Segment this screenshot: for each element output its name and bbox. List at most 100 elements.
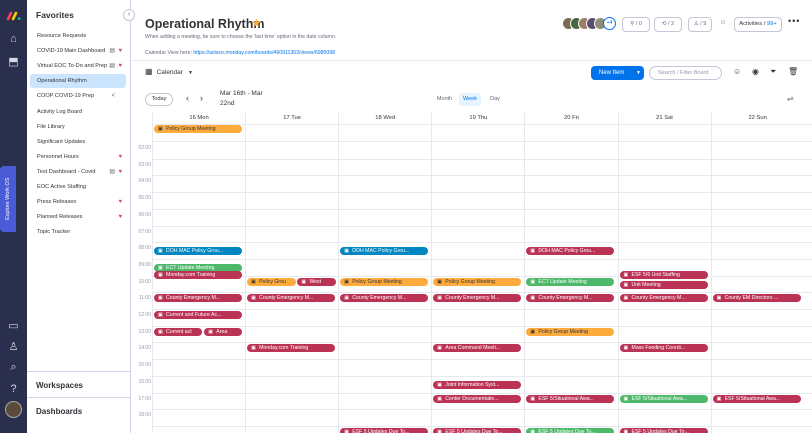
workspaces-section[interactable]: Workspaces bbox=[27, 371, 131, 397]
calendar-settings-icon[interactable]: ⇌ bbox=[787, 94, 794, 103]
integrate-button[interactable]: ⚲ / 0 bbox=[622, 17, 650, 32]
sidebar-item[interactable]: EOC Active Staffing bbox=[30, 180, 126, 194]
calendar-event[interactable]: ESF 5 Updates Due To... bbox=[526, 427, 615, 433]
calendar-event[interactable]: Unit Meeting bbox=[619, 280, 708, 289]
view-selector[interactable]: ▦ Calendar ▼ bbox=[145, 67, 193, 76]
members-icon: ♙ bbox=[693, 21, 699, 27]
avatar-count-badge[interactable]: +4 bbox=[603, 17, 616, 30]
calendar-event[interactable]: DOH MAC Policy Grou... bbox=[154, 247, 243, 256]
calendar-event[interactable]: Policy Group Meeting bbox=[340, 277, 429, 286]
members-button[interactable]: ♙ / 9 bbox=[688, 17, 712, 32]
calendar-event[interactable]: DOH MAC Policy Grou... bbox=[340, 247, 429, 256]
user-avatar[interactable] bbox=[5, 401, 22, 418]
home-icon[interactable]: ⌂ bbox=[10, 33, 17, 45]
dashboards-section[interactable]: Dashboards bbox=[27, 397, 131, 423]
person-filter-icon[interactable]: ☺ bbox=[733, 67, 742, 76]
calendar-event[interactable]: ESF 5/6 Unit Staffing bbox=[619, 270, 708, 279]
calendar-event[interactable]: County Emergency M... bbox=[154, 294, 243, 303]
calendar-event[interactable]: ECT Update Meeting bbox=[154, 263, 243, 272]
sidebar-item[interactable]: Topic Tracker bbox=[30, 225, 126, 239]
help-icon[interactable]: ? bbox=[10, 383, 17, 395]
search-icon[interactable]: ⌕ bbox=[10, 360, 17, 373]
calendar-event[interactable]: Policy Group Meeting bbox=[154, 125, 243, 133]
favorite-heart-icon[interactable]: ♥ bbox=[118, 153, 122, 160]
calendar-event[interactable]: County Emergency M... bbox=[247, 294, 336, 303]
prev-week-icon[interactable]: ‹ bbox=[186, 93, 189, 103]
calendar-event[interactable]: County Emergency M... bbox=[340, 294, 429, 303]
time-label: 17:00 bbox=[138, 395, 151, 402]
favorite-heart-icon[interactable]: ♥ bbox=[118, 214, 122, 221]
calendar-event[interactable]: Current and Future Ac... bbox=[154, 311, 243, 319]
calendar-event[interactable]: Joint Information Syst... bbox=[433, 380, 522, 389]
view-toggle-day[interactable]: Day bbox=[490, 96, 500, 102]
calendar-event[interactable]: ESF 5/Situational Awa... bbox=[619, 394, 708, 403]
sidebar-item[interactable]: Press Releases ♥ bbox=[30, 195, 126, 209]
hour-line bbox=[152, 192, 812, 194]
calendar-event[interactable]: County Emergency M... bbox=[526, 294, 615, 303]
explore-work-os-tab[interactable]: Explore Work OS bbox=[0, 166, 16, 232]
share-icon[interactable]: ⚇ bbox=[720, 20, 726, 26]
new-item-button[interactable]: New Item ▼ bbox=[591, 66, 644, 80]
filter-icon[interactable]: ⏷ bbox=[770, 67, 777, 76]
calendar-event[interactable]: Policy Group Meeting bbox=[433, 277, 522, 286]
next-week-icon[interactable]: › bbox=[200, 93, 203, 103]
monday-logo-icon[interactable] bbox=[3, 7, 24, 25]
favorite-heart-icon[interactable]: ♥ bbox=[118, 168, 122, 175]
sidebar-item[interactable]: Test Dashboard - Covid ▤ ♥ bbox=[30, 165, 126, 179]
favorite-heart-icon[interactable]: ♥ bbox=[118, 48, 122, 55]
sidebar-item[interactable]: COOP COVID-19 Prep < bbox=[30, 89, 126, 103]
calendar-event[interactable]: DOH MAC Policy Grou... bbox=[526, 247, 615, 256]
star-icon[interactable]: ★ bbox=[251, 16, 262, 30]
time-label: 02:00 bbox=[138, 145, 151, 151]
calendar-event[interactable]: Monday.com Training bbox=[154, 270, 243, 279]
eye-icon[interactable]: ◉ bbox=[752, 67, 759, 76]
day-header: 16 Mon bbox=[152, 113, 245, 124]
activities-button[interactable]: Activities / 99+ bbox=[734, 17, 782, 32]
search-filter-input[interactable]: Search / Filter Board bbox=[649, 66, 722, 80]
calendar-event[interactable]: Current act bbox=[154, 327, 203, 336]
favorite-heart-icon[interactable]: ♥ bbox=[118, 199, 122, 206]
calendar-event[interactable]: Policy Grou bbox=[247, 277, 296, 286]
inbox-icon[interactable]: ⬒ bbox=[8, 55, 19, 68]
hour-line bbox=[152, 409, 812, 411]
more-options-icon[interactable]: ••• bbox=[788, 16, 801, 26]
view-toggle-month[interactable]: Month bbox=[436, 96, 453, 102]
calendar-event[interactable]: ESF 5/Situational Awa... bbox=[526, 394, 615, 403]
trash-icon[interactable]: 🗑 bbox=[788, 67, 799, 76]
calendar-event[interactable]: County Emergency M... bbox=[619, 294, 708, 303]
calendar-event[interactable]: Policy Group Meeting bbox=[526, 327, 615, 336]
day-column-divider bbox=[245, 113, 247, 433]
view-toggle-week[interactable]: Week bbox=[459, 93, 481, 106]
sidebar-item[interactable]: Personnel Hours ♥ bbox=[30, 150, 126, 164]
sidebar-item[interactable]: Operational Rhythm bbox=[30, 74, 126, 89]
automate-button[interactable]: ⟲ / 2 bbox=[654, 17, 682, 32]
collapse-sidebar-button[interactable]: ‹ bbox=[123, 9, 135, 21]
day-column-divider bbox=[431, 113, 433, 433]
calendar-event[interactable]: ESF 5/Situational Awa... bbox=[712, 394, 801, 403]
calendar-event[interactable]: Mass Feeding Coordi... bbox=[619, 344, 708, 353]
today-button[interactable]: Today bbox=[145, 93, 173, 106]
calendar-icon[interactable]: ▭ bbox=[8, 319, 19, 332]
sidebar-item[interactable]: File Library bbox=[30, 120, 126, 134]
sidebar-item[interactable]: COVID-19 Main Dashboard ▤ ♥ bbox=[30, 44, 126, 58]
calendar-event[interactable]: Center Documentatio... bbox=[433, 394, 522, 403]
sidebar-item[interactable]: Activity Log Board bbox=[30, 105, 126, 119]
calendar-event[interactable]: ESF 5 Updates Due To... bbox=[433, 427, 522, 433]
sidebar-item[interactable]: Resource Requests bbox=[30, 29, 126, 43]
calendar-event[interactable]: ESF 5 Updates Due To... bbox=[340, 427, 429, 433]
calendar-event[interactable]: ESF 5 Updates Due To... bbox=[619, 427, 708, 433]
calendar-event[interactable]: County EM Directors ... bbox=[712, 294, 801, 303]
person-icon[interactable]: ♙ bbox=[8, 340, 19, 353]
calendar-event[interactable]: West bbox=[297, 277, 336, 286]
sidebar-item[interactable]: Significant Updates bbox=[30, 135, 126, 149]
calendar-event[interactable]: Monday.com Training bbox=[247, 344, 336, 353]
sidebar-item[interactable]: Virtual EOC To-Do and Prep ... ▤ ♥ bbox=[30, 59, 126, 73]
calendar-event[interactable]: ECT Update Meeting bbox=[526, 277, 615, 286]
favorite-heart-icon[interactable]: ♥ bbox=[118, 63, 122, 70]
calendar-event[interactable]: Area Command Meeti... bbox=[433, 344, 522, 353]
sidebar-item[interactable]: Planned Releases ♥ bbox=[30, 210, 126, 224]
calendar-link[interactable]: https://actsco.monday.com/boards/4609113… bbox=[193, 50, 336, 56]
calendar-event[interactable]: Area bbox=[204, 327, 243, 336]
calendar-event[interactable]: County Emergency M... bbox=[433, 294, 522, 303]
calendar-link-row: Calendar View here: https://actsco.monda… bbox=[145, 50, 336, 56]
